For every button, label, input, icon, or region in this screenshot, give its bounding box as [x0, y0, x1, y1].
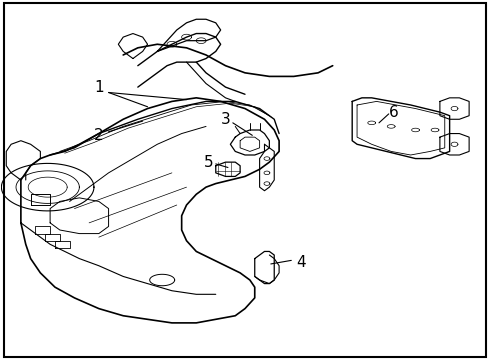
Text: 5: 5	[204, 156, 213, 170]
Text: 3: 3	[220, 112, 230, 127]
Text: 4: 4	[296, 255, 306, 270]
Text: 6: 6	[389, 105, 398, 120]
Text: 1: 1	[94, 80, 104, 95]
Text: 2: 2	[94, 128, 104, 143]
